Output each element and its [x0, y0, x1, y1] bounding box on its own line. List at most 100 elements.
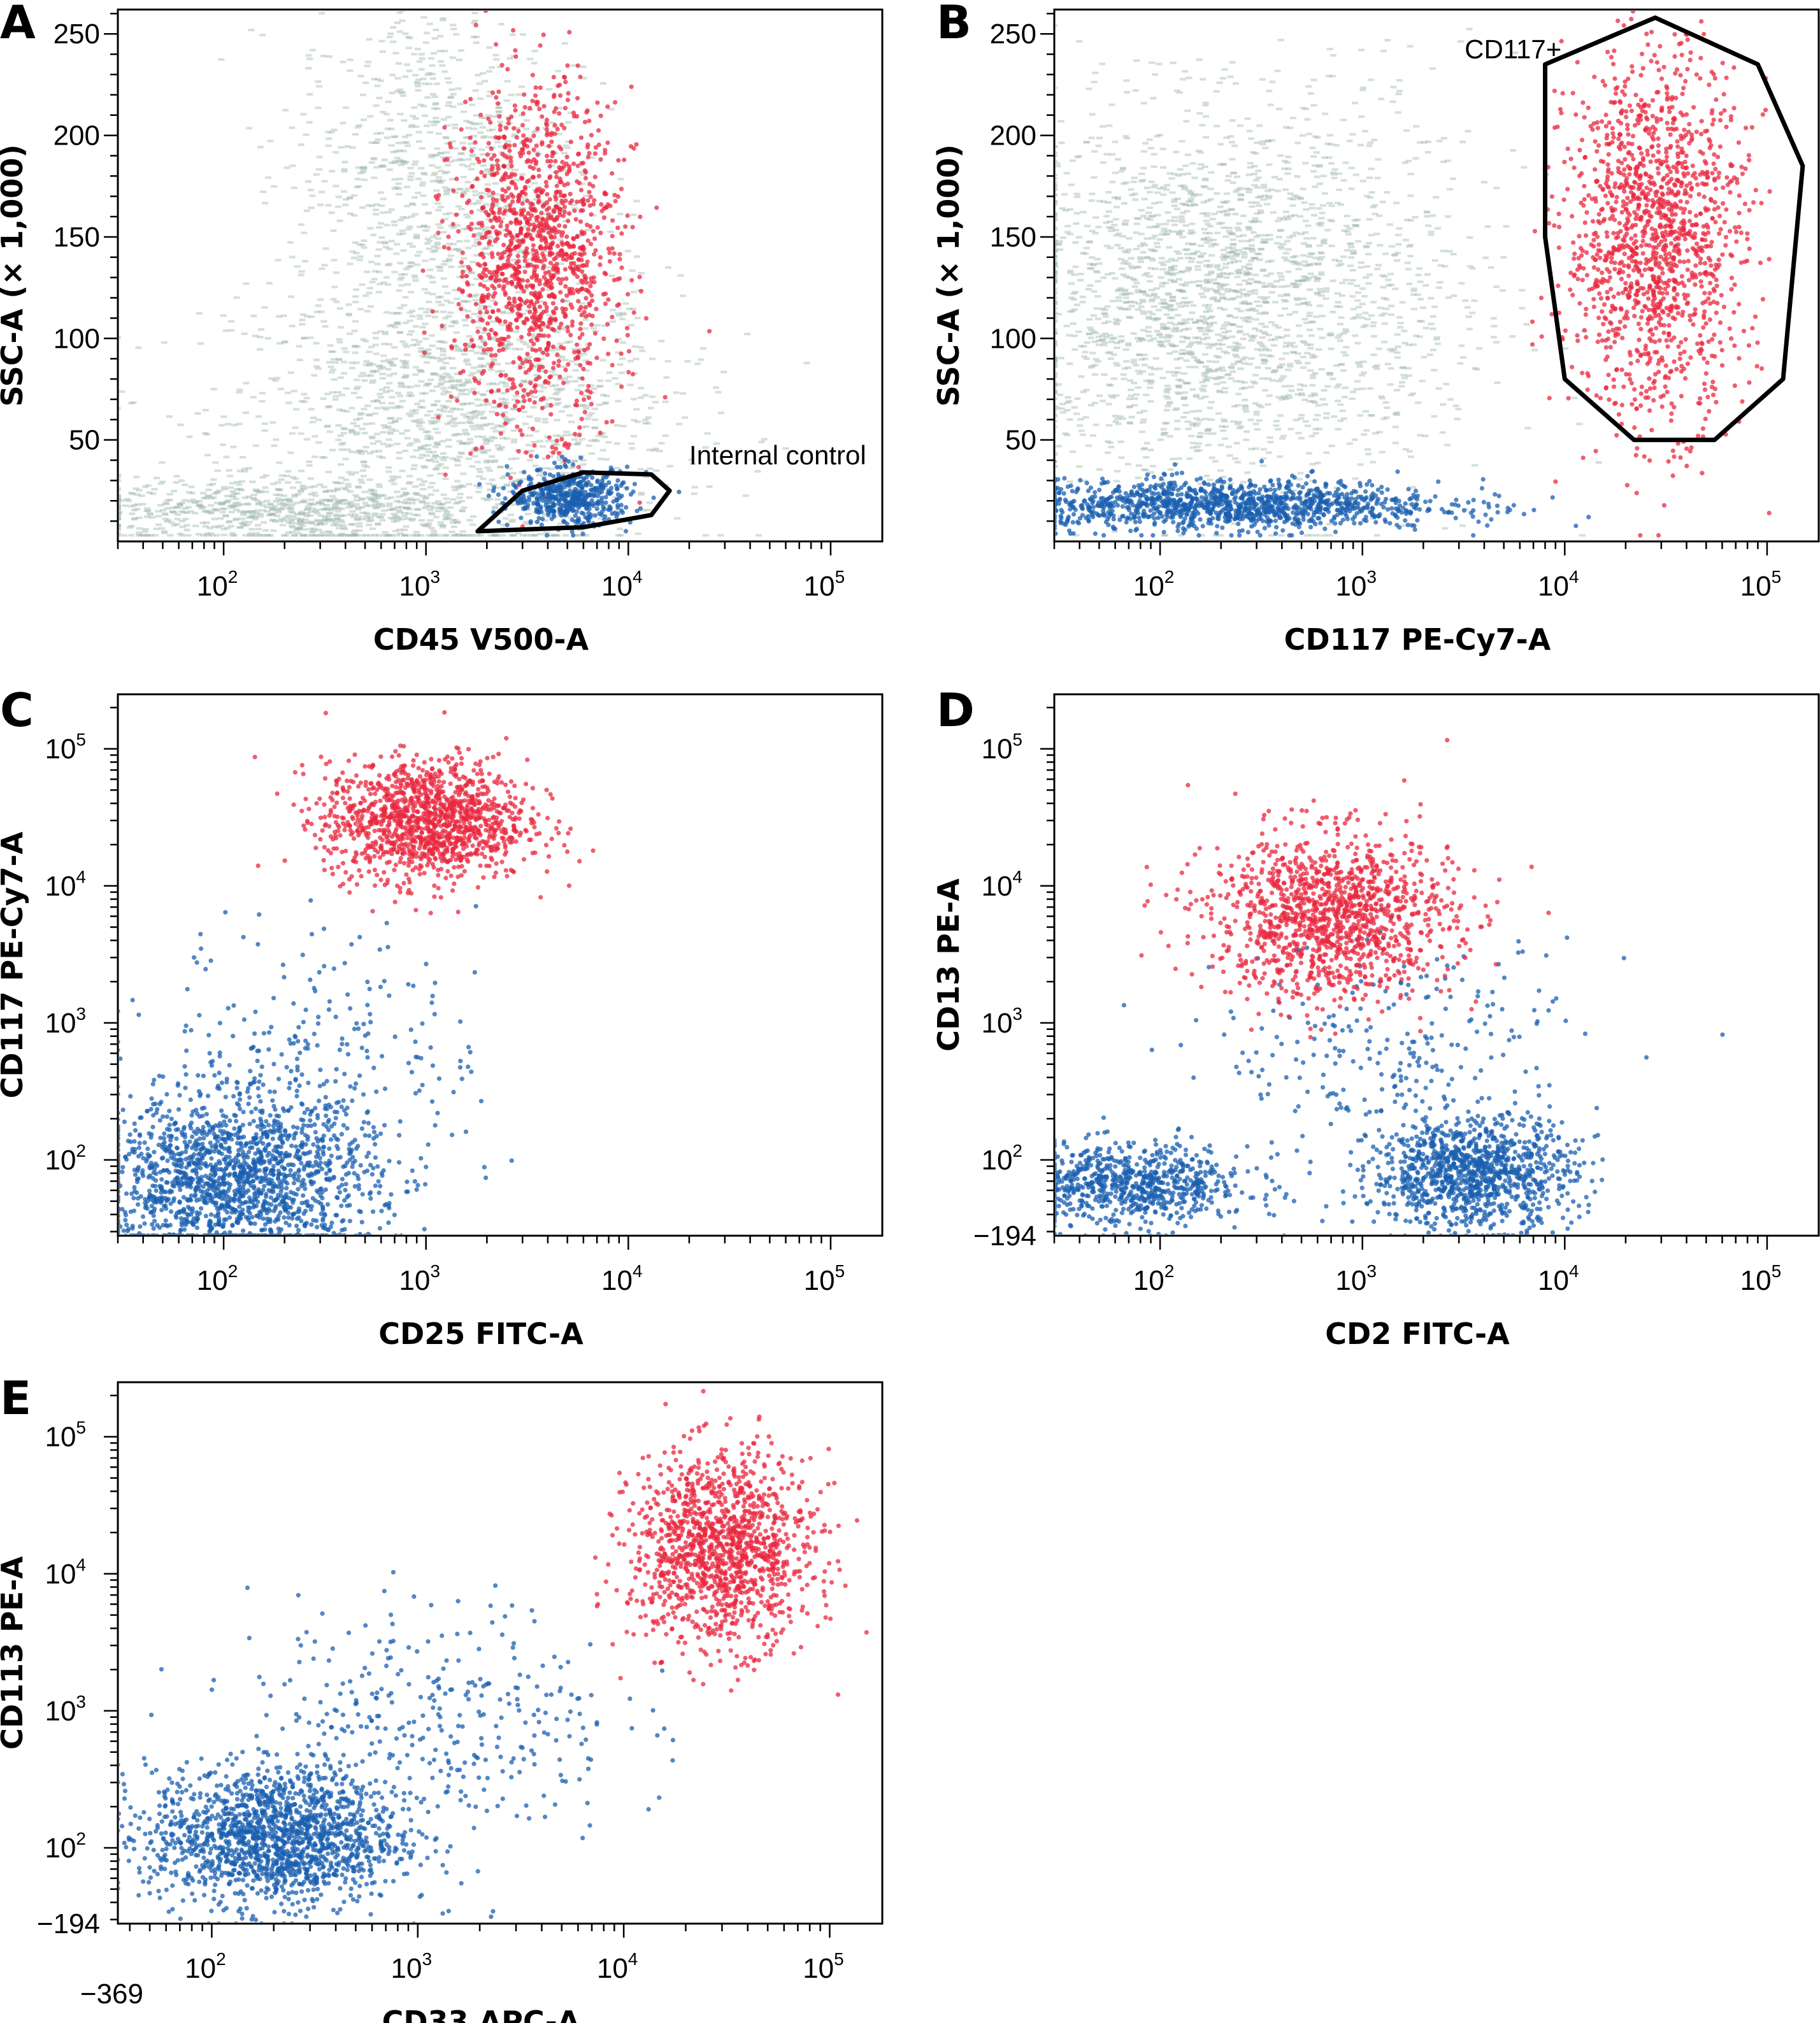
event-dot — [466, 120, 473, 124]
event-dot — [294, 517, 301, 520]
event-dot — [473, 254, 480, 257]
event-dot — [482, 234, 487, 239]
event-dot — [438, 382, 445, 385]
event-dot — [603, 301, 608, 306]
event-dot — [183, 524, 190, 527]
event-dot — [238, 503, 245, 506]
event-dot — [498, 123, 503, 128]
event-dot — [397, 331, 404, 334]
event-dot — [348, 523, 355, 526]
event-dot — [575, 63, 580, 68]
event-dot — [424, 430, 431, 433]
event-dot — [603, 494, 608, 500]
event-dot — [617, 527, 624, 531]
event-dot — [475, 490, 482, 494]
event-dot — [472, 89, 479, 92]
event-dot — [587, 150, 592, 156]
event-dot — [531, 341, 536, 347]
event-dot — [482, 348, 487, 353]
event-dot — [452, 147, 459, 150]
event-dot — [585, 388, 591, 393]
event-dot — [531, 440, 538, 443]
event-dot — [624, 325, 630, 331]
event-dot — [334, 517, 341, 520]
event-dot — [1385, 278, 1392, 282]
event-dot — [445, 115, 452, 118]
event-dot — [456, 485, 463, 489]
event-dot — [629, 84, 634, 89]
event-dot — [461, 110, 468, 113]
event-dot — [602, 401, 609, 404]
event-dot — [400, 94, 407, 97]
event-dot — [333, 184, 340, 187]
event-dot — [238, 522, 245, 525]
event-dot — [639, 349, 646, 352]
event-dot — [375, 483, 382, 486]
event-dot — [244, 524, 251, 527]
event-dot — [502, 347, 509, 350]
event-dot — [436, 50, 443, 53]
event-dot — [304, 315, 311, 318]
event-dot — [1160, 325, 1167, 328]
event-dot — [449, 521, 456, 524]
event-dot — [1056, 145, 1057, 148]
event-dot — [299, 318, 306, 322]
event-dot — [443, 472, 448, 477]
event-dot — [183, 529, 190, 532]
event-dot — [566, 459, 571, 464]
event-dot — [417, 350, 424, 354]
event-dot — [1177, 305, 1184, 308]
event-dot — [638, 506, 643, 511]
event-dot — [447, 301, 454, 304]
event-dot — [487, 269, 492, 275]
event-dot — [555, 276, 561, 282]
event-dot — [464, 402, 471, 405]
event-dot — [403, 375, 410, 378]
event-dot — [358, 375, 365, 378]
event-dot — [332, 361, 339, 364]
event-dot — [506, 175, 511, 180]
event-dot — [634, 532, 641, 535]
event-dot — [525, 512, 532, 515]
event-dot — [460, 534, 467, 537]
event-dot — [383, 276, 390, 279]
event-dot — [483, 203, 490, 206]
event-dot — [456, 389, 463, 392]
event-dot — [277, 387, 284, 390]
event-dot — [131, 518, 138, 521]
event-dot — [340, 499, 347, 502]
event-dot — [396, 451, 403, 454]
event-dot — [1225, 329, 1232, 332]
event-dot — [441, 341, 448, 344]
event-dot — [214, 534, 221, 537]
event-dot — [454, 459, 461, 462]
event-dot — [513, 457, 520, 460]
event-dot — [534, 519, 540, 525]
event-dot — [407, 497, 414, 500]
event-dot — [562, 406, 569, 409]
event-dot — [441, 390, 448, 393]
event-dot — [481, 369, 487, 374]
event-dot — [503, 292, 508, 297]
event-dot — [421, 524, 428, 527]
event-dot — [438, 169, 445, 173]
event-dot — [322, 518, 329, 521]
event-dot — [493, 353, 498, 358]
event-dot — [512, 347, 519, 350]
event-dot — [429, 389, 436, 392]
event-dot — [407, 385, 414, 389]
event-dot — [357, 478, 364, 482]
event-dot — [477, 365, 484, 368]
event-dot — [376, 502, 383, 505]
event-dot — [369, 442, 376, 445]
event-dot — [370, 369, 377, 373]
event-dot — [562, 534, 569, 537]
event-dot — [592, 151, 598, 156]
event-dot — [531, 247, 536, 253]
event-dot — [533, 365, 540, 368]
event-dot — [423, 496, 430, 499]
event-dot — [347, 501, 354, 504]
event-dot — [327, 499, 334, 503]
event-dot — [492, 54, 499, 57]
